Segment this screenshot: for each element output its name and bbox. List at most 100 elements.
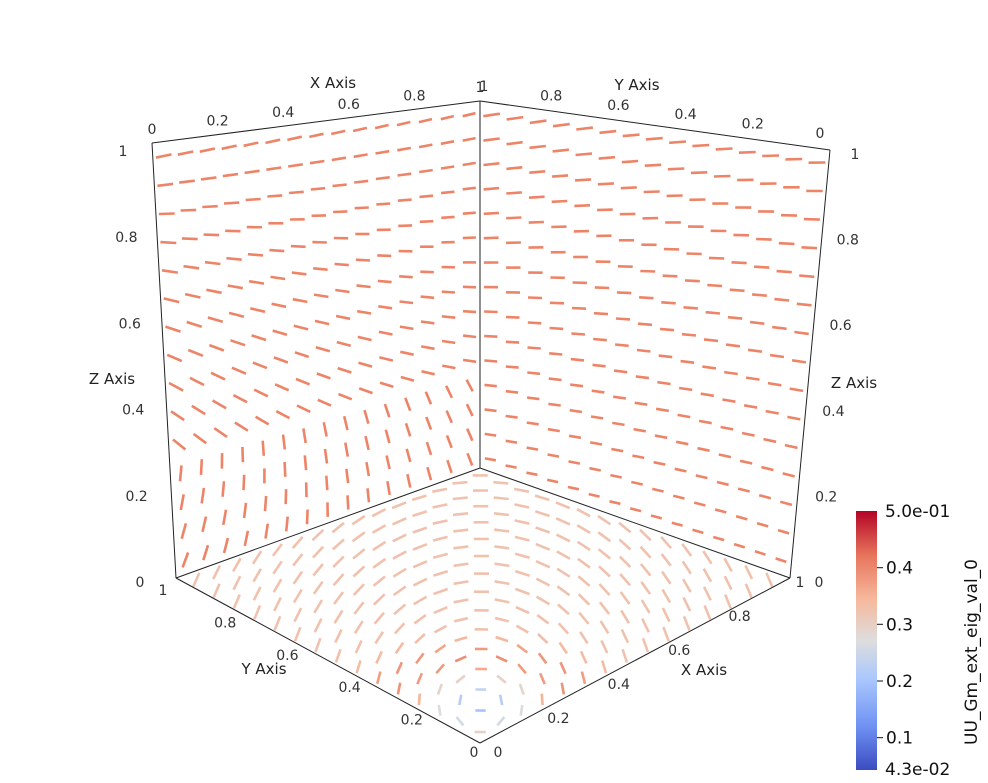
axis-line-bottom-x-back: [479, 467, 791, 579]
tensor-glyph: [264, 523, 270, 539]
tensor-glyph: [363, 409, 370, 425]
tick-label-back-top-y-2: 0.4: [674, 107, 696, 123]
tensor-glyph: [437, 704, 442, 716]
tensor-glyph: [747, 348, 763, 353]
tensor-glyph: [371, 508, 387, 518]
tensor-glyph: [568, 460, 581, 465]
tensor-glyph: [274, 383, 290, 392]
tensor-glyph: [357, 335, 372, 342]
tensor-glyph: [598, 583, 611, 596]
tensor-glyph: [681, 543, 693, 557]
tensor-glyph: [441, 290, 456, 294]
tensor-glyph: [455, 674, 466, 684]
tensor-glyph: [177, 150, 194, 156]
tick-label-back-left-z-5: 1: [119, 144, 128, 160]
tensor-glyph: [703, 338, 719, 343]
tensor-glyph: [232, 393, 248, 404]
tensor-glyph: [692, 528, 704, 535]
tensor-glyph: [618, 555, 632, 569]
tensor-glyph: [355, 258, 371, 262]
tensor-glyph: [379, 381, 394, 389]
tensor-glyph: [659, 327, 675, 332]
tensor-glyph: [210, 371, 226, 381]
tensor-glyph: [705, 310, 721, 315]
tensor-glyph: [399, 325, 414, 331]
tensor-glyph: [637, 322, 653, 327]
tensor-glyph: [226, 256, 242, 261]
tensor-glyph: [569, 408, 583, 414]
tensor-glyph: [337, 366, 352, 374]
tensor-glyph: [273, 356, 289, 364]
tensor-glyph: [254, 415, 270, 426]
tensor-glyph: [528, 195, 545, 199]
tensor-glyph: [440, 140, 455, 146]
tensor-glyph: [529, 144, 546, 150]
tensor-glyph: [639, 296, 654, 300]
tensor-glyph: [484, 457, 497, 462]
tensor-glyph: [535, 526, 551, 534]
tensor-glyph: [334, 629, 343, 644]
tensor-glyph: [718, 453, 732, 459]
tensor-glyph: [288, 163, 303, 168]
tensor-glyph: [675, 440, 689, 446]
tensor-glyph: [405, 448, 412, 463]
tensor-glyph: [184, 292, 201, 299]
tensor-glyph: [720, 425, 734, 431]
tensor-glyph: [202, 204, 218, 209]
tick-label-back-top-x-3: 0.6: [338, 97, 360, 113]
colorbar-tick-label-1: 0.3: [886, 615, 913, 635]
tensor-glyph: [316, 372, 331, 380]
tensor-glyph: [313, 267, 328, 271]
tensor-glyph: [693, 501, 706, 507]
tensor-glyph: [412, 510, 428, 518]
axis-title-back-top-x: X Axis: [310, 74, 356, 92]
tensor-glyph: [536, 614, 550, 625]
axis-title-bottom-x: X Axis: [681, 661, 727, 679]
tensor-glyph: [769, 353, 785, 359]
tensor-glyph: [243, 530, 250, 547]
tensor-glyph: [287, 135, 303, 142]
tensor-glyph: [420, 345, 435, 351]
tensor-glyph: [702, 568, 713, 583]
tensor-glyph: [440, 165, 455, 170]
tensor-glyph: [567, 485, 580, 491]
tick-label-back-top-y-3: 0.6: [607, 98, 629, 114]
tensor-glyph: [453, 562, 469, 568]
tensor-glyph: [334, 648, 342, 663]
tensor-glyph: [495, 635, 509, 643]
tensor-glyph: [462, 111, 476, 118]
tensor-glyph: [270, 275, 286, 281]
tick-label-back-right-z-3: 0.6: [829, 318, 851, 334]
tensor-glyph: [702, 365, 717, 370]
tensor-glyph: [404, 397, 412, 412]
tensor-glyph: [555, 533, 571, 543]
tensor-glyph: [366, 488, 371, 503]
tensor-glyph: [462, 309, 477, 314]
axis-line-bottom-y-back: [175, 467, 481, 579]
tensor-glyph: [312, 580, 324, 595]
tensor-glyph: [432, 503, 448, 509]
tensor-glyph: [374, 123, 389, 130]
tensor-glyph: [261, 440, 266, 456]
tensor-glyph: [494, 580, 510, 586]
tick-label-back-top-x-0: 0: [148, 122, 157, 138]
tensor-glyph: [201, 516, 208, 533]
tensor-glyph: [426, 466, 433, 481]
tensor-glyph: [416, 672, 424, 685]
tensor-glyph: [574, 178, 592, 182]
tensor-glyph: [552, 122, 570, 128]
tensor-glyph: [686, 252, 702, 256]
tensor-glyph: [313, 618, 323, 633]
tensor-glyph: [354, 179, 369, 184]
tensor-glyph: [643, 190, 660, 194]
tensor-glyph: [622, 133, 640, 138]
tensor-glyph: [505, 340, 520, 344]
tensor-glyph: [440, 190, 455, 195]
tensor-glyph: [505, 414, 518, 419]
axis-title-back-right-z: Z Axis: [831, 374, 877, 392]
tensor-glyph: [671, 521, 683, 527]
tensor-glyph: [181, 552, 190, 568]
tensor-glyph: [534, 494, 550, 502]
tensor-glyph: [371, 524, 387, 534]
